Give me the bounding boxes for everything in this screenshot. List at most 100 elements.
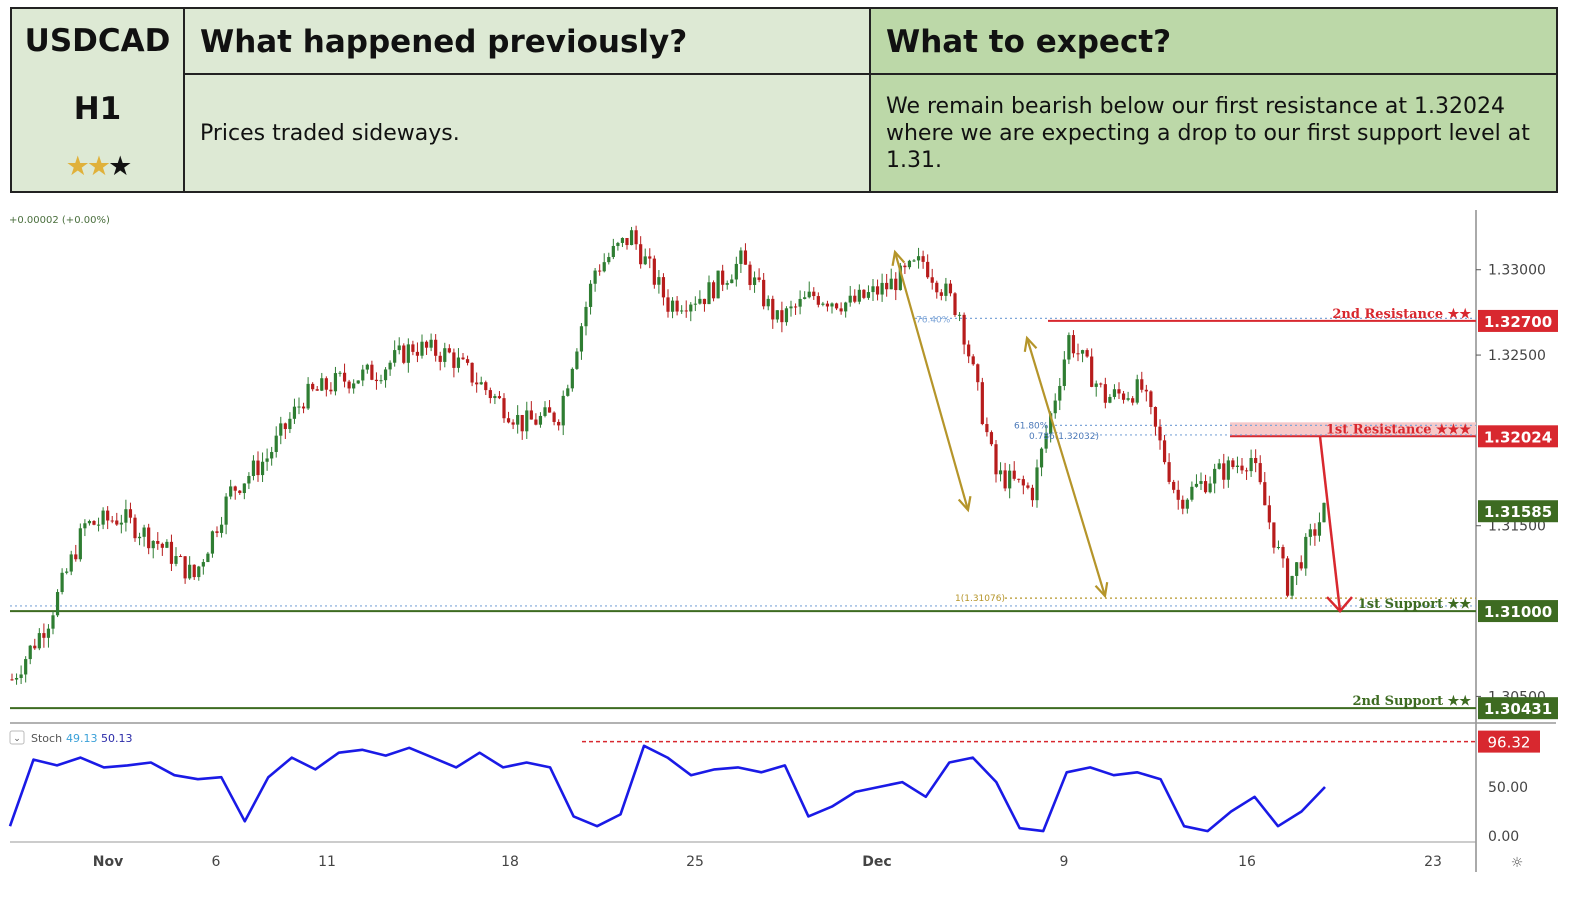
candle-body — [880, 282, 884, 295]
previous-header-cell: What happened previously? — [185, 7, 871, 75]
collapse-toggle-icon — [9, 730, 25, 745]
candle-body — [1290, 575, 1294, 596]
stoch-level-label: 96.32 — [1488, 734, 1531, 752]
candle-body — [784, 308, 789, 323]
candle-body — [1039, 448, 1044, 468]
candle-body — [329, 389, 333, 392]
candle-body — [429, 339, 433, 348]
candle-body — [78, 528, 82, 560]
candle-body — [106, 510, 110, 521]
candle-body — [96, 524, 101, 526]
candle-body — [830, 303, 834, 307]
candle-body — [871, 286, 875, 293]
candle-body — [1140, 379, 1144, 390]
candle-body — [1158, 426, 1162, 441]
star-filled-icon: ★ — [86, 151, 111, 182]
candle-body — [60, 572, 64, 593]
candle-body — [834, 303, 839, 309]
level-label: 2nd Support ★★ — [1353, 694, 1472, 709]
candle-body — [461, 357, 465, 360]
candle-body — [989, 432, 994, 445]
candle-body — [288, 418, 292, 430]
candle-body — [415, 351, 420, 356]
candle-body — [1222, 463, 1226, 480]
candle-body — [730, 279, 734, 284]
candle-body — [543, 407, 547, 416]
candle-body — [206, 553, 210, 563]
candle-body — [128, 509, 133, 518]
candle-body — [1021, 479, 1025, 486]
candle-body — [1190, 486, 1194, 500]
rating-stars: ★★★ — [12, 151, 183, 182]
candle-body — [598, 270, 602, 272]
candle-body — [634, 230, 638, 245]
candle-body — [178, 556, 183, 558]
candle-body — [447, 348, 451, 353]
candle-body — [962, 314, 966, 345]
price-tag-label: 1.32024 — [1484, 428, 1552, 446]
candle-body — [1049, 413, 1053, 434]
candle-body — [903, 265, 907, 268]
x-tick-label: Nov — [93, 854, 123, 870]
candle-body — [1112, 389, 1117, 397]
candle-body — [648, 256, 652, 259]
fib-arrow — [893, 251, 970, 511]
candle-body — [361, 369, 365, 381]
candle-body — [383, 369, 388, 381]
change-label: +0.00002 (+0.00%) — [9, 215, 110, 226]
candle-body — [65, 571, 69, 573]
candle-body — [215, 531, 219, 533]
candle-body — [33, 645, 37, 649]
settings-gear-icon: ☼ — [1511, 855, 1524, 871]
candle-body — [1308, 529, 1312, 537]
candle-body — [611, 245, 615, 258]
candle-body — [971, 356, 975, 365]
stochastic-panel: ⌄ Stoch 49.13 50.13 50.00 0.00 96.32 — [8, 730, 1540, 845]
candle-body — [639, 244, 643, 265]
candle-body — [1185, 499, 1189, 509]
candle-body — [711, 282, 716, 299]
candle-body — [1272, 522, 1276, 548]
candle-body — [270, 452, 274, 459]
x-tick-label: Dec — [862, 854, 891, 870]
candle-body — [693, 303, 697, 305]
candle-body — [716, 270, 720, 299]
candle-body — [944, 283, 948, 296]
candle-body — [935, 282, 939, 293]
candle-body — [393, 350, 397, 363]
candle-body — [670, 300, 675, 312]
candle-body — [620, 237, 625, 243]
candle-body — [24, 659, 28, 675]
expect-title: What to expect? — [886, 24, 1172, 60]
candle-body — [798, 298, 802, 307]
x-tick-label: 23 — [1424, 854, 1442, 870]
candle-body — [242, 483, 246, 494]
level-label: 1st Support ★★ — [1358, 597, 1472, 612]
symbol-label: USDCAD — [24, 23, 171, 59]
candle-body — [365, 364, 369, 370]
candle-body — [315, 389, 319, 391]
candle-body — [110, 520, 114, 522]
candle-body — [520, 414, 524, 432]
y-tick-label: 1.33000 — [1488, 263, 1546, 279]
candle-body — [752, 277, 757, 285]
candle-body — [912, 260, 916, 262]
y-tick-label: 1.32500 — [1488, 348, 1546, 364]
price-tag — [1478, 425, 1558, 448]
candle-body — [201, 562, 205, 567]
candle-body — [616, 242, 620, 246]
candle-body — [10, 679, 14, 681]
candle-body — [1071, 335, 1076, 354]
candle-body — [1030, 487, 1035, 501]
candle-body — [1017, 478, 1021, 480]
fib-arrow-head — [1094, 581, 1109, 599]
candle-body — [866, 292, 871, 298]
candle-body — [1131, 398, 1135, 403]
candle-body — [885, 282, 889, 290]
candle-body — [1281, 547, 1285, 559]
candle-body — [588, 283, 593, 307]
price-tag — [1478, 500, 1558, 523]
candle-body — [456, 357, 461, 368]
stoch-label: Stoch — [31, 732, 62, 745]
candle-body — [1135, 379, 1139, 403]
